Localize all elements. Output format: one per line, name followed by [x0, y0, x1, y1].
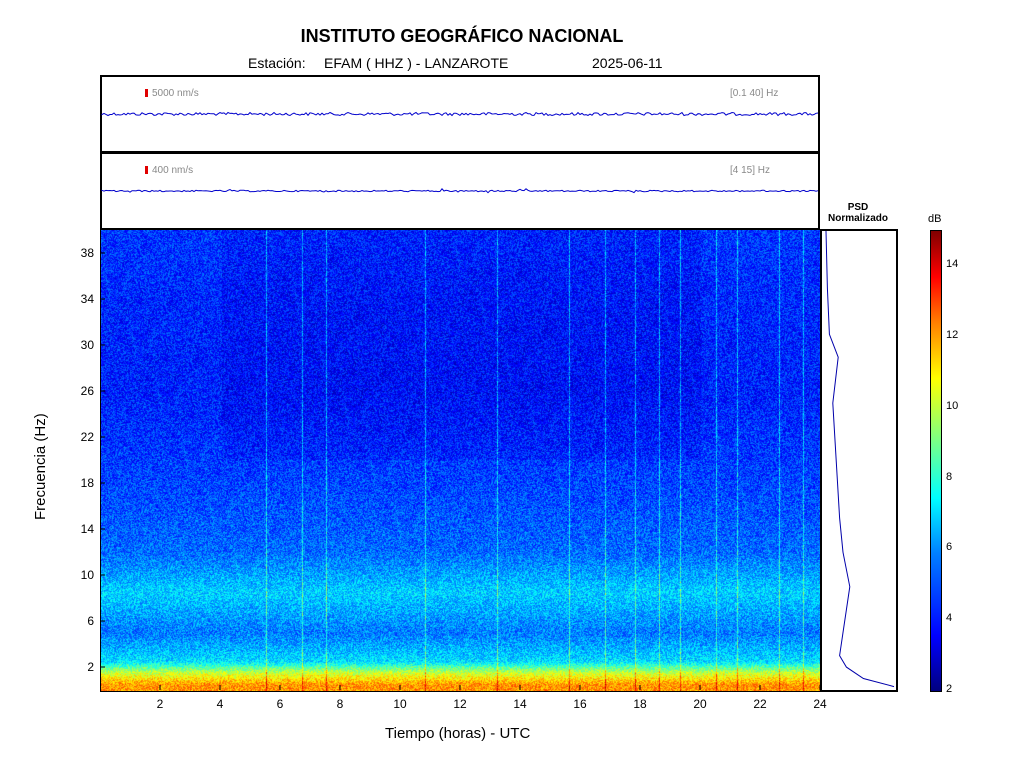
- x-tick-label: 8: [337, 697, 344, 711]
- x-tick-label: 2: [157, 697, 164, 711]
- y-tick-label: 22: [81, 430, 95, 444]
- trace-scale-label: 5000 nm/s: [152, 88, 199, 99]
- x-tick-label: 18: [633, 697, 647, 711]
- scale-bar-broadband: [145, 89, 148, 97]
- station-prefix: Estación:: [248, 55, 306, 71]
- x-tick-label: 24: [813, 697, 827, 711]
- y-tick-label: 2: [87, 660, 94, 674]
- psd-curve: [825, 230, 895, 688]
- trace-band-label: [0.1 40] Hz: [730, 88, 779, 99]
- scale-bar-filtered: [145, 166, 148, 174]
- trace-waveform-broadband: [101, 111, 819, 117]
- colorbar-tick-label: 4: [946, 612, 953, 625]
- colorbar-tick-label: 14: [946, 258, 959, 271]
- colorbar-unit: dB: [928, 213, 942, 225]
- station-name: EFAM ( HHZ ) - LANZAROTE: [324, 55, 509, 71]
- trace-scale-label: 400 nm/s: [152, 165, 194, 176]
- x-tick-label: 20: [693, 697, 707, 711]
- psd-title: PSD Normalizado: [818, 202, 898, 224]
- psd-panel: [820, 229, 898, 692]
- page-title: INSTITUTO GEOGRÁFICO NACIONAL: [300, 26, 624, 46]
- trace-panel-filtered: [100, 152, 820, 230]
- trace-waveform-filtered: [101, 188, 819, 194]
- colorbar-tick-label: 12: [946, 329, 959, 342]
- x-tick-label: 10: [393, 697, 407, 711]
- x-tick-label: 14: [513, 697, 527, 711]
- x-tick-label: 12: [453, 697, 467, 711]
- x-axis-label: Tiempo (horas) - UTC: [385, 725, 531, 742]
- y-tick-label: 30: [81, 338, 95, 352]
- y-tick-label: 34: [81, 292, 95, 306]
- colorbar-tick-label: 6: [946, 541, 953, 554]
- psd-title-line1: PSD: [847, 202, 869, 213]
- y-axis-label: Frecuencia (Hz): [32, 413, 49, 520]
- psd-title-line2: Normalizado: [827, 213, 888, 224]
- trace-panel-broadband: [100, 75, 820, 153]
- y-tick-label: 14: [81, 522, 95, 536]
- colorbar: [930, 230, 942, 692]
- x-tick-label: 16: [573, 697, 587, 711]
- colorbar-tick-label: 2: [946, 683, 953, 695]
- y-tick-label: 38: [81, 246, 95, 260]
- trace-band-label: [4 15] Hz: [730, 165, 771, 176]
- y-tick-label: 26: [81, 384, 95, 398]
- colorbar-tick-label: 10: [946, 399, 959, 412]
- y-tick-label: 6: [87, 614, 94, 628]
- x-tick-label: 6: [277, 697, 284, 711]
- date-label: 2025-06-11: [592, 55, 663, 71]
- y-tick-label: 18: [81, 476, 95, 490]
- colorbar-tick-label: 8: [946, 470, 953, 483]
- x-tick-label: 22: [753, 697, 767, 711]
- spectrogram-canvas: [101, 230, 821, 691]
- x-tick-label: 4: [217, 697, 224, 711]
- y-tick-label: 10: [81, 568, 95, 582]
